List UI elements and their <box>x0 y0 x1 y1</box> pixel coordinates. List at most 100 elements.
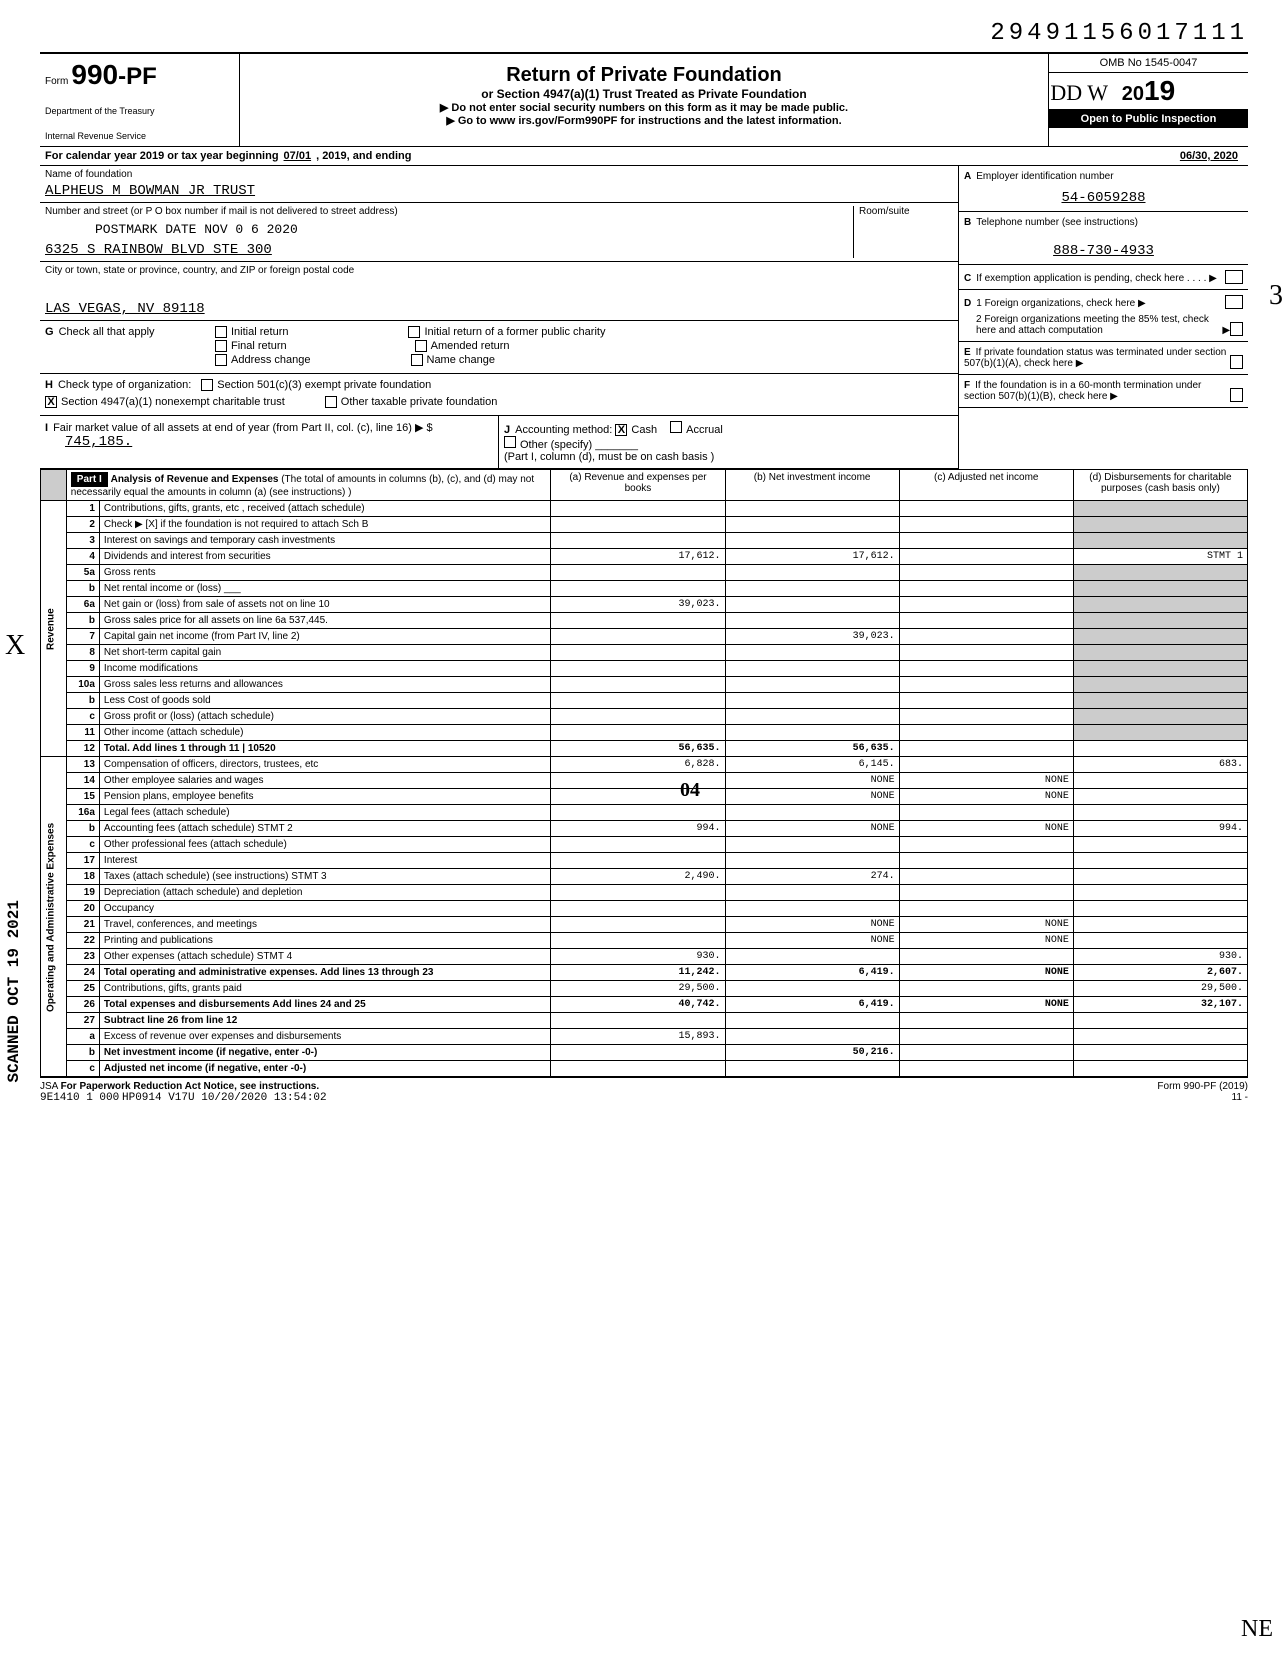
amount-cell <box>899 805 1073 821</box>
amount-cell <box>899 565 1073 581</box>
d2-checkbox[interactable] <box>1230 322 1243 336</box>
amount-cell <box>725 1013 899 1029</box>
amount-cell <box>551 517 725 533</box>
row-number: b <box>66 1045 99 1061</box>
accrual-checkbox[interactable] <box>670 421 682 433</box>
row-number: 6a <box>66 597 99 613</box>
e-checkbox[interactable] <box>1230 355 1243 369</box>
amount-cell <box>551 629 725 645</box>
scanned-stamp: SCANNED OCT 19 2021 <box>5 900 23 1082</box>
501c3-checkbox[interactable] <box>201 379 213 391</box>
end-date: 06/30, 2020 <box>1180 150 1238 162</box>
4947a1-checkbox[interactable] <box>45 396 57 408</box>
table-row: bGross sales price for all assets on lin… <box>41 613 1248 629</box>
amount-cell <box>551 1045 725 1061</box>
table-row: 3Interest on savings and temporary cash … <box>41 533 1248 549</box>
row-label: Total expenses and disbursements Add lin… <box>99 997 550 1013</box>
address-change-checkbox[interactable] <box>215 354 227 366</box>
amount-cell <box>725 533 899 549</box>
row-label: Legal fees (attach schedule) <box>99 805 550 821</box>
amount-cell <box>1073 661 1247 677</box>
amount-cell <box>725 661 899 677</box>
calendar-label: For calendar year 2019 or tax year begin… <box>45 150 279 162</box>
final-return-checkbox[interactable] <box>215 340 227 352</box>
row-label: Total operating and administrative expen… <box>99 965 550 981</box>
amount-cell <box>899 613 1073 629</box>
address-label: Number and street (or P O box number if … <box>45 206 853 217</box>
amount-cell <box>725 837 899 853</box>
amount-cell <box>725 805 899 821</box>
row-label: Adjusted net income (if negative, enter … <box>99 1061 550 1077</box>
d1-checkbox[interactable] <box>1225 295 1243 309</box>
amount-cell <box>725 613 899 629</box>
row-number: 24 <box>66 965 99 981</box>
city-label: City or town, state or province, country… <box>45 265 953 276</box>
phone-label: Telephone number (see instructions) <box>976 217 1138 228</box>
amount-cell: 50,216. <box>725 1045 899 1061</box>
amount-cell <box>899 693 1073 709</box>
row-label: Interest <box>99 853 550 869</box>
initial-return-public-checkbox[interactable] <box>408 326 420 338</box>
f-checkbox[interactable] <box>1230 388 1243 402</box>
row-label: Contributions, gifts, grants, etc , rece… <box>99 501 550 517</box>
c-checkbox[interactable] <box>1225 270 1243 284</box>
col-c-header: (c) Adjusted net income <box>899 470 1073 501</box>
cash-checkbox[interactable] <box>615 424 627 436</box>
table-row: 25Contributions, gifts, grants paid29,50… <box>41 981 1248 997</box>
row-number: 3 <box>66 533 99 549</box>
handwritten-x: X <box>5 630 25 662</box>
footer: JSA For Paperwork Reduction Act Notice, … <box>40 1077 1248 1104</box>
row-label: Dividends and interest from securities <box>99 549 550 565</box>
amount-cell: 6,828. <box>551 757 725 773</box>
amount-cell <box>551 1013 725 1029</box>
amount-cell: 994. <box>551 821 725 837</box>
amount-cell <box>1073 773 1247 789</box>
table-row: 8Net short-term capital gain <box>41 645 1248 661</box>
other-taxable-checkbox[interactable] <box>325 396 337 408</box>
amended-return-checkbox[interactable] <box>415 340 427 352</box>
amount-cell: NONE <box>725 933 899 949</box>
amount-cell <box>1073 517 1247 533</box>
amount-cell <box>551 805 725 821</box>
table-row: 17Interest <box>41 853 1248 869</box>
h-label: Check type of organization: <box>58 379 191 393</box>
table-row: cOther professional fees (attach schedul… <box>41 837 1248 853</box>
amount-cell <box>1073 565 1247 581</box>
public-inspection: Open to Public Inspection <box>1049 110 1248 128</box>
other-method-checkbox[interactable] <box>504 436 516 448</box>
amount-cell <box>899 901 1073 917</box>
row-label: Total. Add lines 1 through 11 | 10520 <box>99 741 550 757</box>
handwritten-04: 04 <box>680 779 700 802</box>
revenue-label: Revenue <box>41 501 67 757</box>
dept-treasury: Department of the Treasury <box>45 106 234 116</box>
amount-cell <box>1073 1029 1247 1045</box>
name-change-checkbox[interactable] <box>411 354 423 366</box>
row-label: Printing and publications <box>99 933 550 949</box>
amount-cell <box>551 677 725 693</box>
table-row: 23Other expenses (attach schedule) STMT … <box>41 949 1248 965</box>
amount-cell: NONE <box>899 821 1073 837</box>
table-row: 16aLegal fees (attach schedule) <box>41 805 1248 821</box>
footer-stamp: HP0914 V17U 10/20/2020 13:54:02 <box>122 1092 327 1104</box>
city-state-zip: LAS VEGAS, NV 89118 <box>45 301 953 317</box>
amount-cell <box>899 725 1073 741</box>
row-number: 5a <box>66 565 99 581</box>
form-title: Return of Private Foundation <box>250 64 1038 87</box>
amount-cell <box>899 837 1073 853</box>
amount-cell <box>1073 1061 1247 1077</box>
calendar-mid: , 2019, and ending <box>316 150 411 162</box>
row-number: 10a <box>66 677 99 693</box>
table-row: 12Total. Add lines 1 through 11 | 105205… <box>41 741 1248 757</box>
row-label: Net rental income or (loss) ___ <box>99 581 550 597</box>
phone-value: 888-730-4933 <box>964 243 1243 259</box>
amount-cell <box>551 645 725 661</box>
table-row: cGross profit or (loss) (attach schedule… <box>41 709 1248 725</box>
amount-cell <box>551 693 725 709</box>
amount-cell <box>1073 581 1247 597</box>
row-label: Other professional fees (attach schedule… <box>99 837 550 853</box>
initial-return-checkbox[interactable] <box>215 326 227 338</box>
row-label: Other employee salaries and wages <box>99 773 550 789</box>
amount-cell <box>899 549 1073 565</box>
row-label: Occupancy <box>99 901 550 917</box>
row-label: Net investment income (if negative, ente… <box>99 1045 550 1061</box>
